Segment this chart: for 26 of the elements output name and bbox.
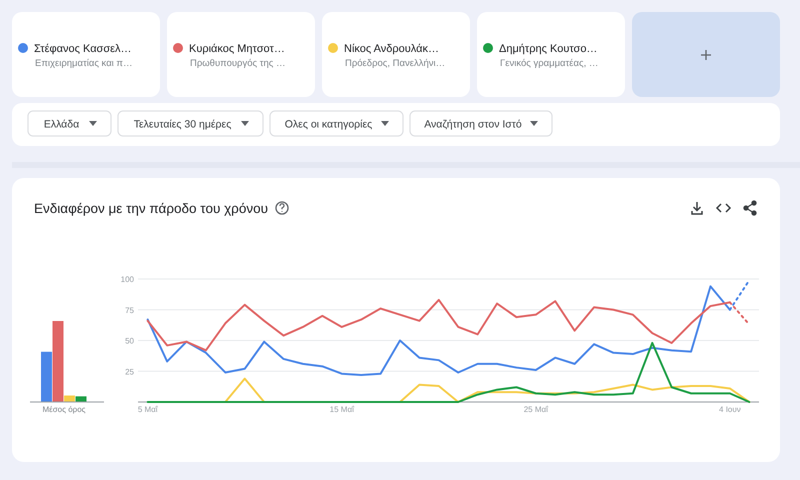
- legend-label: Κυριάκος Μητσοτ…: [189, 43, 285, 55]
- x-tick-label: 15 Μαΐ: [330, 405, 356, 414]
- chart-title: Ενδιαφέρον με την πάροδο του χρόνου: [34, 201, 268, 216]
- y-tick-label: 75: [125, 306, 135, 315]
- y-tick-label: 100: [120, 275, 135, 284]
- text: Ολες οι κατηγορίες: [284, 118, 372, 130]
- x-tick-label: 5 Μαΐ: [138, 405, 159, 414]
- x-tick-label: 25 Μαΐ: [524, 405, 550, 414]
- line-series: [146, 342, 750, 403]
- x-tick-label: 4 Ιουν: [719, 405, 741, 414]
- y-tick-label: 50: [125, 336, 135, 346]
- text: Επιχειρηματίας και π…: [35, 58, 132, 69]
- legend-label: Νίκος Ανδρουλάκ…: [344, 43, 439, 55]
- text: Αναζήτηση στον Ιστό: [424, 118, 522, 130]
- bar: [41, 352, 52, 402]
- x-tick-label: Μέσος όρος: [42, 405, 86, 414]
- y-tick-label: 25: [125, 367, 135, 376]
- text: Ελλάδα: [44, 118, 80, 130]
- text: Πρόεδρος, Πανελλήνι…: [345, 58, 446, 69]
- bar: [52, 321, 64, 402]
- legend-label: Στέφανος Κασσελ…: [34, 43, 132, 55]
- text: Γενικός γραμματέας, …: [500, 58, 598, 69]
- text: Τελευταίες 30 ημέρες: [134, 118, 232, 130]
- bar: [64, 396, 75, 402]
- legend-label: Δημήτρης Κουτσο…: [499, 43, 598, 55]
- text: Πρωθυπουργός της …: [190, 58, 286, 69]
